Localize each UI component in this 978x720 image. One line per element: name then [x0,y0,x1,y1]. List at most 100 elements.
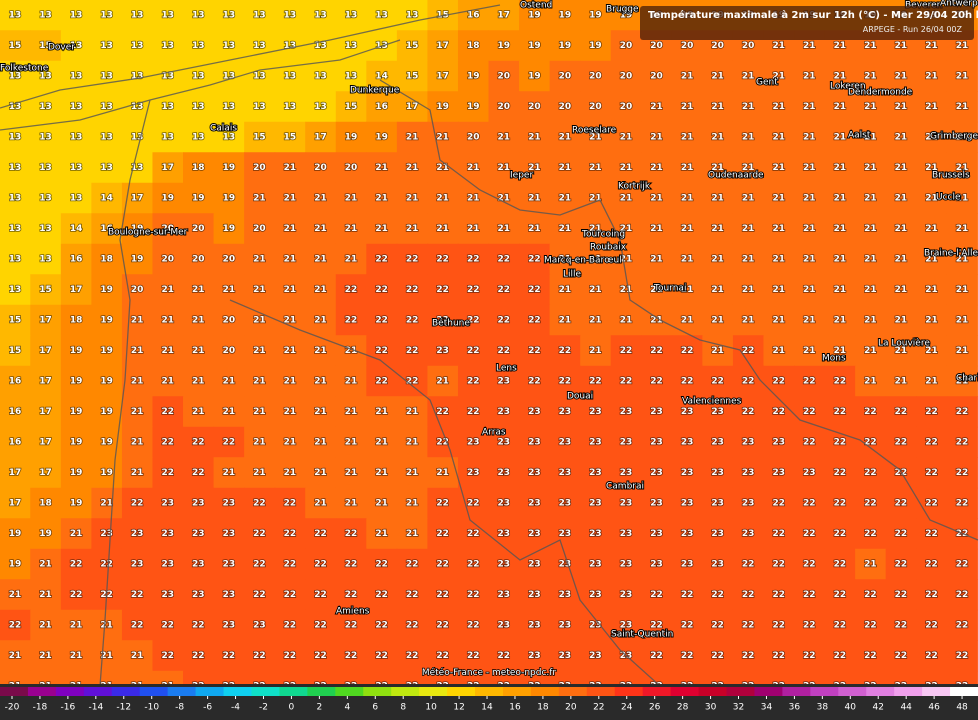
colorbar-swatch [614,687,644,696]
cell-value: 21 [895,133,908,143]
cell-value: 21 [528,224,541,234]
cell [396,213,429,245]
cell [824,457,856,489]
cell [916,304,948,336]
cell [763,609,795,641]
cell [855,396,887,428]
cell [244,518,276,550]
cell-value: 21 [223,407,236,417]
cell-value: 21 [772,41,785,51]
cell-value: 21 [803,102,816,112]
cell [916,335,948,367]
cell-value: 15 [406,41,419,51]
cell [244,121,276,153]
cell-value: 21 [742,133,755,143]
colorbar-swatch [586,687,616,696]
cell-value: 19 [223,194,236,204]
colorbar-label: 26 [649,703,661,713]
cell-value: 21 [284,438,297,448]
cell-value: 22 [375,255,388,265]
cell-value: 22 [467,651,480,661]
cell-value: 20 [345,163,358,173]
cell [30,396,62,428]
cell [91,30,123,62]
cell-value: 23 [620,621,633,631]
cell [488,335,520,367]
cell [794,396,826,428]
colorbar-label: -18 [33,703,48,713]
cell [519,213,551,245]
cell-value: 22 [467,529,480,539]
cell-value: 20 [589,102,602,112]
cell-value: 21 [925,316,938,326]
cell-value: 19 [192,194,205,204]
cell [671,152,703,184]
cell [794,304,826,336]
cell [946,396,978,428]
cell [671,487,703,519]
cell [702,121,734,153]
cell [183,579,215,611]
cell-value: 22 [192,438,205,448]
cell [60,335,92,367]
cell [427,274,459,306]
cell-value: 13 [406,11,419,21]
cell-value: 19 [589,41,602,51]
cell [274,609,306,641]
cell-value: 19 [375,133,388,143]
cell [885,609,917,641]
cell [580,213,612,245]
cell-value: 18 [100,255,113,265]
cell-value: 17 [314,133,327,143]
colorbar-swatch [698,687,728,696]
cell-value: 23 [498,407,511,417]
cell [0,182,31,214]
cell-value: 21 [314,224,327,234]
cell [427,91,459,123]
cell-value: 19 [100,468,113,478]
cell-value: 21 [956,102,969,112]
cell-value: 21 [39,590,52,600]
cell [610,243,642,275]
cell [335,304,367,336]
cell [794,60,826,92]
cell [366,548,398,580]
cell [305,335,337,367]
cell [366,640,398,672]
colorbar-swatch [558,687,588,696]
cell-value: 13 [9,194,22,204]
cell [641,579,673,611]
cell-value: 22 [956,468,969,478]
cell-value: 21 [284,163,297,173]
cell [916,121,948,153]
cell-value: 17 [498,11,511,21]
cell [274,365,306,397]
cell [335,426,367,458]
cell [946,548,978,580]
cell [396,426,429,458]
cell-value: 13 [100,133,113,143]
cell-value: 20 [620,102,633,112]
cell-value: 21 [314,346,327,356]
cell-value: 21 [864,316,877,326]
cell-value: 22 [345,651,358,661]
cell-value: 13 [253,72,266,82]
cell-value: 17 [39,346,52,356]
cell-value: 22 [834,560,847,570]
cell [916,609,948,641]
cell-value: 23 [100,529,113,539]
cell-value: 20 [650,72,663,82]
cell [946,426,978,458]
cell [396,274,429,306]
cell-value: 17 [39,407,52,417]
cell [549,640,581,672]
cell [885,548,917,580]
cell-value: 22 [742,651,755,661]
cell [824,609,856,641]
cell [488,579,520,611]
cell [457,640,490,672]
cell [152,548,184,580]
cell-value: 21 [345,346,358,356]
cell-value: 13 [284,102,297,112]
cell [580,30,612,62]
